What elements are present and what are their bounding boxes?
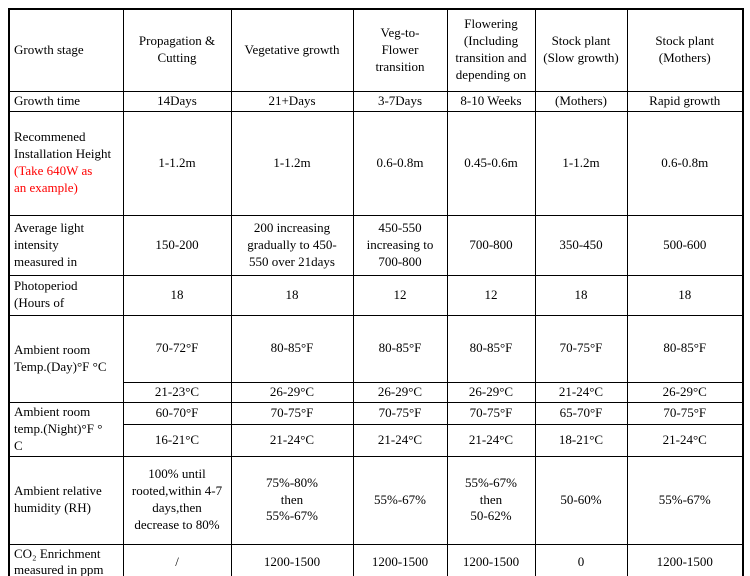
- growth-time-cell: 8-10 Weeks: [446, 90, 536, 112]
- row-label-growth-time: Growth time: [8, 90, 124, 112]
- photoperiod-cell: 18: [230, 274, 354, 316]
- light-intensity-cell: 350-450: [534, 214, 628, 276]
- light-intensity-cell: 200 increasing gradually to 450- 550 ove…: [230, 214, 354, 276]
- growth-time-cell: Rapid growth: [626, 90, 744, 112]
- night-temp-c-cell: 18-21°C: [534, 424, 628, 457]
- humidity-cell: 100% until rooted,within 4-7 days,then d…: [122, 455, 232, 545]
- header-col-propagation-cutting: Propagation & Cutting: [122, 8, 232, 92]
- night-temp-c-cell: 21-24°C: [446, 424, 536, 457]
- day-temp-c-cell: 26-29°C: [626, 381, 744, 403]
- night-temp-c-cell: 21-24°C: [352, 424, 448, 457]
- growth-time-cell: 3-7Days: [352, 90, 448, 112]
- photoperiod-cell: 18: [122, 274, 232, 316]
- installation-height-row: Recommened Installation Height (Take 640W…: [8, 110, 744, 216]
- header-col-flowering: Flowering (Including transition and depe…: [446, 8, 536, 92]
- row-label-light-intensity: Average light intensity measured in: [8, 214, 124, 276]
- night-temp-f-cell: 70-75°F: [626, 401, 744, 426]
- light-intensity-row: Average light intensity measured in 150-…: [8, 214, 744, 276]
- day-temp-f-cell: 70-72°F: [122, 314, 232, 383]
- header-col-veg-to-flower: Veg-to- Flower transition: [352, 8, 448, 92]
- growth-time-cell: (Mothers): [534, 90, 628, 112]
- humidity-cell: 55%-67%: [352, 455, 448, 545]
- day-temp-c-cell: 26-29°C: [352, 381, 448, 403]
- row-label-photoperiod: Photoperiod (Hours of: [8, 274, 124, 316]
- day-temp-c-cell: 26-29°C: [230, 381, 354, 403]
- light-intensity-cell: 500-600: [626, 214, 744, 276]
- night-temp-f-cell: 60-70°F: [122, 401, 232, 426]
- co2-cell: 1200-1500: [230, 543, 354, 576]
- header-col-stock-plant-mothers: Stock plant (Mothers): [626, 8, 744, 92]
- row-label-installation-height: Recommened Installation Height (Take 640W…: [8, 110, 124, 216]
- installation-height-label-text: Recommened Installation Height: [14, 129, 112, 162]
- co2-row: CO₂ Enrichment measured in ppm / 1200-15…: [8, 543, 744, 576]
- night-temp-f-cell: 70-75°F: [230, 401, 354, 426]
- photoperiod-cell: 18: [534, 274, 628, 316]
- day-temp-f-cell: 70-75°F: [534, 314, 628, 383]
- growth-time-cell: 21+Days: [230, 90, 354, 112]
- humidity-row: Ambient relative humidity (RH) 100% unti…: [8, 455, 744, 545]
- installation-height-cell: 0.6-0.8m: [352, 110, 448, 216]
- photoperiod-cell: 12: [352, 274, 448, 316]
- co2-cell: 1200-1500: [446, 543, 536, 576]
- day-temp-c-cell: 26-29°C: [446, 381, 536, 403]
- growth-time-cell: 14Days: [122, 90, 232, 112]
- growth-parameters-table: Growth stage Propagation & Cutting Veget…: [8, 8, 744, 576]
- night-temp-c-cell: 21-24°C: [230, 424, 354, 457]
- light-intensity-cell: 450-550 increasing to 700-800: [352, 214, 448, 276]
- day-temp-c-cell: 21-23°C: [122, 381, 232, 403]
- humidity-cell: 55%-67% then 50-62%: [446, 455, 536, 545]
- humidity-cell: 55%-67%: [626, 455, 744, 545]
- photoperiod-row: Photoperiod (Hours of 18 18 12 12 18 18: [8, 274, 744, 316]
- humidity-cell: 50-60%: [534, 455, 628, 545]
- night-temp-f-cell: 70-75°F: [446, 401, 536, 426]
- installation-height-cell: 1-1.2m: [534, 110, 628, 216]
- installation-height-note: (Take 640W as an example): [14, 163, 93, 196]
- co2-cell: 1200-1500: [626, 543, 744, 576]
- installation-height-cell: 1-1.2m: [230, 110, 354, 216]
- night-temp-c-row: 16-21°C 21-24°C 21-24°C 21-24°C 18-21°C …: [9, 424, 744, 457]
- co2-cell: 0: [534, 543, 628, 576]
- installation-height-cell: 1-1.2m: [122, 110, 232, 216]
- day-temp-f-cell: 80-85°F: [446, 314, 536, 383]
- night-temp-c-cell: 21-24°C: [626, 424, 744, 457]
- header-growth-stage: Growth stage: [8, 8, 124, 92]
- day-temp-c-row: 21-23°C 26-29°C 26-29°C 26-29°C 21-24°C …: [9, 381, 744, 403]
- installation-height-cell: 0.45-0.6m: [446, 110, 536, 216]
- row-label-night-temp: Ambient room temp.(Night)°F ° C: [8, 401, 124, 457]
- night-temp-f-cell: 65-70°F: [534, 401, 628, 426]
- day-temp-c-cell: 21-24°C: [534, 381, 628, 403]
- co2-cell: /: [122, 543, 232, 576]
- header-col-stock-plant-slow: Stock plant (Slow growth): [534, 8, 628, 92]
- header-row: Growth stage Propagation & Cutting Veget…: [8, 8, 744, 92]
- light-intensity-cell: 150-200: [122, 214, 232, 276]
- photoperiod-cell: 12: [446, 274, 536, 316]
- installation-height-cell: 0.6-0.8m: [626, 110, 744, 216]
- night-temp-c-cell: 16-21°C: [122, 424, 232, 457]
- header-col-vegetative-growth: Vegetative growth: [230, 8, 354, 92]
- night-temp-f-cell: 70-75°F: [352, 401, 448, 426]
- day-temp-f-cell: 80-85°F: [626, 314, 744, 383]
- row-label-day-temp: Ambient room Temp.(Day)°F °C: [8, 314, 124, 403]
- row-label-co2: CO₂ Enrichment measured in ppm: [8, 543, 124, 576]
- humidity-cell: 75%-80% then 55%-67%: [230, 455, 354, 545]
- co2-cell: 1200-1500: [352, 543, 448, 576]
- row-label-humidity: Ambient relative humidity (RH): [8, 455, 124, 545]
- photoperiod-cell: 18: [626, 274, 744, 316]
- light-intensity-cell: 700-800: [446, 214, 536, 276]
- night-temp-f-row: Ambient room temp.(Night)°F ° C 60-70°F …: [8, 401, 744, 457]
- day-temp-f-cell: 80-85°F: [230, 314, 354, 383]
- growth-time-row: Growth time 14Days 21+Days 3-7Days 8-10 …: [8, 90, 744, 112]
- day-temp-f-row: Ambient room Temp.(Day)°F °C 70-72°F 80-…: [8, 314, 744, 403]
- day-temp-f-cell: 80-85°F: [352, 314, 448, 383]
